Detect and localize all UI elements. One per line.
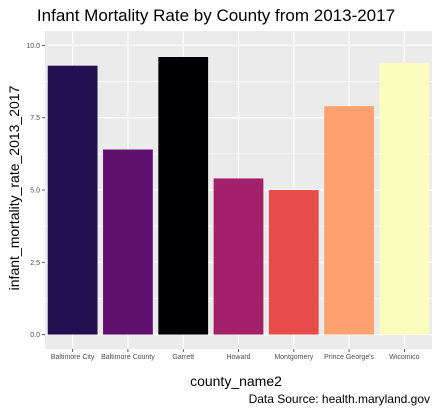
x-tick-label: Baltimore County — [101, 354, 155, 361]
bars — [47, 57, 430, 335]
x-tick-label: Prince George's — [324, 354, 374, 361]
bar — [158, 57, 209, 335]
x-axis: Baltimore City Baltimore County Garrett How… — [51, 349, 420, 361]
y-tick-label: 2.5 — [30, 260, 40, 267]
y-tick-label: 5.0 — [30, 188, 40, 195]
x-axis-title: county_name2 — [190, 373, 282, 389]
chart-title: Infant Mortality Rate by County from 201… — [37, 6, 395, 25]
x-tick-label: Howard — [226, 354, 250, 361]
bar — [103, 149, 153, 335]
y-axis: 0.0 2.5 5.0 7.5 10.0 — [26, 43, 45, 339]
bar — [213, 178, 264, 335]
data-source-caption: Data Source: health.maryland.gov — [249, 392, 430, 406]
x-tick-label: Baltimore City — [51, 354, 95, 361]
y-axis-title: infant_mortality_rate_2013_2017 — [6, 85, 22, 290]
x-tick-label: Wicomico — [389, 354, 419, 361]
bar — [379, 62, 430, 335]
y-tick-label: 0.0 — [30, 332, 40, 339]
y-tick-label: 7.5 — [30, 115, 40, 122]
x-tick-label: Montgomery — [274, 354, 313, 361]
y-tick-label: 10.0 — [26, 43, 40, 50]
bar — [268, 190, 319, 335]
bar — [324, 106, 374, 335]
bar — [47, 65, 98, 335]
x-tick-label: Garrett — [172, 354, 194, 361]
